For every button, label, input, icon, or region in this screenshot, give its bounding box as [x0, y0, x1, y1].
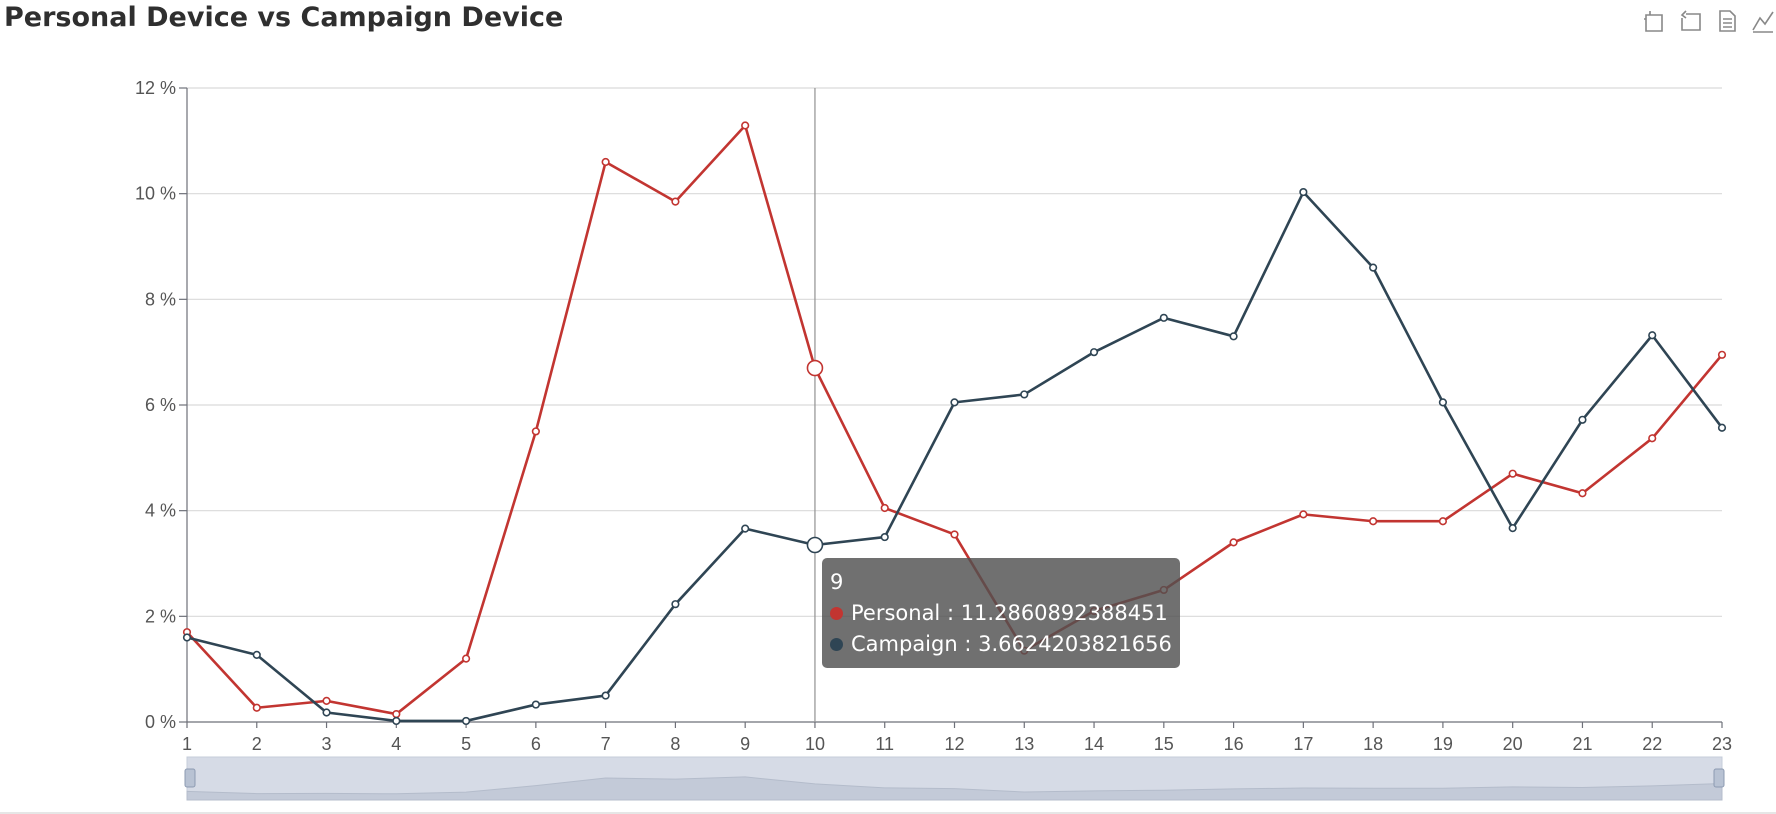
personal-point [880, 503, 889, 513]
campaign-point [1717, 423, 1727, 432]
x-tick-label: 1 [182, 734, 192, 754]
x-tick-label: 2 [252, 734, 262, 754]
toolbox [1642, 8, 1776, 34]
x-tick-label: 10 [805, 734, 825, 754]
campaign-point [531, 700, 540, 709]
data-view-icon[interactable] [1714, 8, 1740, 34]
x-tick-label: 9 [740, 734, 750, 754]
x-tick-label: 20 [1503, 734, 1523, 754]
campaign-point [392, 716, 401, 726]
y-tick-label: 12 % [135, 78, 176, 98]
tooltip-row-personal: Personal : 11.2860892388451 [830, 598, 1172, 629]
personal-point [322, 696, 331, 705]
campaign-point [601, 691, 610, 700]
campaign-point [950, 398, 959, 407]
campaign-point [1159, 313, 1168, 322]
tooltip-header: 9 [830, 570, 844, 594]
x-tick-label: 17 [1293, 734, 1313, 754]
x-tick-label: 3 [322, 734, 332, 754]
x-tick-label: 13 [1014, 734, 1034, 754]
personal-point [1648, 434, 1657, 443]
campaign-point [461, 716, 471, 726]
tooltip-row-campaign: Campaign : 3.6624203821656 [830, 629, 1172, 660]
x-tick-label: 22 [1642, 734, 1662, 754]
x-tick-label: 7 [601, 734, 611, 754]
x-tick-label: 4 [391, 734, 401, 754]
x-tick-label: 21 [1572, 734, 1592, 754]
bottom-divider [0, 812, 1776, 814]
x-tick-label: 18 [1363, 734, 1383, 754]
datazoom-left-handle[interactable] [184, 768, 196, 788]
x-tick-label: 12 [944, 734, 964, 754]
x-tick-label: 14 [1084, 734, 1104, 754]
campaign-point [1299, 187, 1308, 197]
x-tick-label: 6 [531, 734, 541, 754]
personal-point [671, 197, 680, 206]
x-tick-label: 23 [1712, 734, 1732, 754]
tooltip: 9 Personal : 11.2860892388451 Campaign :… [822, 558, 1180, 668]
zoom-icon[interactable] [1642, 8, 1668, 34]
campaign-point [880, 532, 889, 542]
personal-point [1438, 517, 1448, 526]
x-tick-label: 11 [875, 734, 894, 754]
datazoom-preview-area [186, 776, 1723, 801]
x-tick-label: 15 [1154, 734, 1174, 754]
campaign-point [1020, 390, 1029, 399]
personal-point [1229, 538, 1238, 547]
campaign-point [1229, 332, 1238, 341]
campaign-point [1578, 415, 1587, 424]
personal-point [461, 654, 471, 663]
personal-point [950, 530, 959, 539]
personal-dot-icon [830, 607, 843, 620]
personal-point [252, 703, 261, 712]
datazoom-right-handle[interactable] [1713, 768, 1725, 788]
x-tick-label: 8 [670, 734, 680, 754]
x-tick-label: 16 [1224, 734, 1244, 754]
campaign-point [806, 536, 824, 554]
y-tick-label: 6 % [145, 395, 176, 415]
y-tick-label: 4 % [145, 501, 176, 521]
chart-title: Personal Device vs Campaign Device [4, 2, 564, 33]
personal-point [741, 121, 750, 130]
personal-point [601, 157, 610, 167]
personal-point [1369, 517, 1378, 526]
campaign-point [1089, 348, 1099, 357]
y-tick-label: 0 % [145, 712, 176, 732]
campaign-point [252, 650, 261, 660]
personal-point [531, 427, 540, 436]
x-tick-label: 5 [461, 734, 471, 754]
personal-point [1578, 489, 1587, 498]
personal-point [806, 359, 824, 377]
campaign-point [1648, 331, 1657, 340]
campaign-point [1369, 263, 1378, 272]
x-tick-label: 19 [1433, 734, 1453, 754]
zoom-reset-icon[interactable] [1678, 8, 1704, 34]
campaign-point [1508, 524, 1517, 533]
tooltip-campaign-label: Campaign : 3.6624203821656 [851, 632, 1172, 656]
y-tick-label: 10 % [135, 184, 176, 204]
campaign-point [741, 524, 750, 533]
campaign-point [182, 633, 192, 642]
personal-point [1717, 350, 1727, 359]
campaign-point [322, 708, 331, 717]
personal-point [1299, 510, 1308, 519]
campaign-point [1438, 398, 1448, 407]
personal-point [392, 709, 401, 719]
personal-point [1508, 469, 1517, 478]
y-tick-label: 8 % [145, 289, 176, 309]
campaign-dot-icon [830, 638, 843, 651]
campaign-point [671, 600, 680, 609]
y-tick-label: 2 % [145, 606, 176, 626]
tooltip-personal-label: Personal : 11.2860892388451 [851, 601, 1168, 625]
line-type-icon[interactable] [1750, 8, 1776, 34]
